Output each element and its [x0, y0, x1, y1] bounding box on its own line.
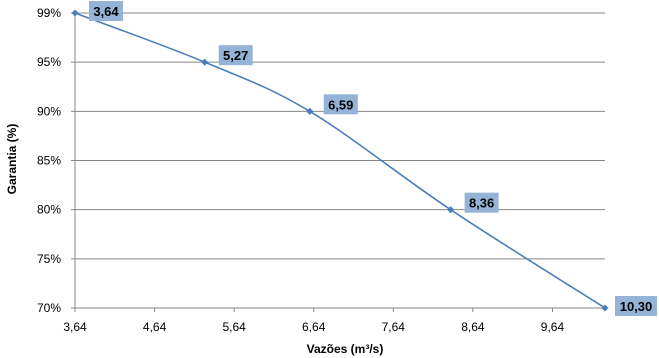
data-label: 5,27	[223, 48, 248, 63]
data-label-box	[464, 192, 499, 213]
data-point	[601, 304, 609, 312]
x-tick-label: 3,64	[63, 320, 87, 334]
x-tick-label: 8,64	[461, 320, 485, 334]
data-labels: 3,64 5,27 6,59 8,36 10,30	[89, 1, 657, 316]
x-tick-label: 9,64	[541, 320, 565, 334]
gridlines	[75, 12, 605, 260]
series-line	[74, 12, 606, 309]
series-line-group	[71, 9, 609, 312]
data-label-box	[615, 296, 657, 316]
y-tick-label: 99%	[37, 6, 61, 20]
x-tick-label: 5,64	[222, 320, 246, 334]
y-tick-labels: 70% 75% 80% 85% 90% 95% 99%	[37, 6, 61, 315]
data-point	[447, 206, 455, 214]
data-label-box	[89, 1, 123, 21]
data-label: 6,59	[328, 97, 353, 112]
x-tick-label: 4,64	[143, 320, 167, 334]
y-tick-label: 95%	[37, 55, 61, 69]
x-axis-title: Vazões (m³/s)	[307, 342, 384, 356]
data-point	[201, 58, 209, 66]
axes	[71, 12, 605, 312]
x-tick-labels: 3,64 4,64 5,64 6,64 7,64 8,64 9,64	[63, 320, 564, 334]
data-point	[71, 9, 79, 17]
y-tick-label: 90%	[37, 104, 61, 118]
y-tick-label: 85%	[37, 154, 61, 168]
x-tick-label: 6,64	[302, 320, 326, 334]
data-label: 3,64	[93, 4, 119, 19]
y-axis-title: Garantia (%)	[5, 124, 19, 195]
data-label-box	[323, 94, 358, 115]
x-tick-label: 7,64	[382, 320, 406, 334]
y-tick-label: 75%	[37, 252, 61, 266]
y-tick-label: 80%	[37, 203, 61, 217]
data-label: 8,36	[469, 196, 494, 211]
data-point	[306, 107, 314, 115]
y-tick-label: 70%	[37, 301, 61, 315]
data-label-box	[218, 45, 253, 66]
data-label: 10,30	[620, 299, 653, 314]
